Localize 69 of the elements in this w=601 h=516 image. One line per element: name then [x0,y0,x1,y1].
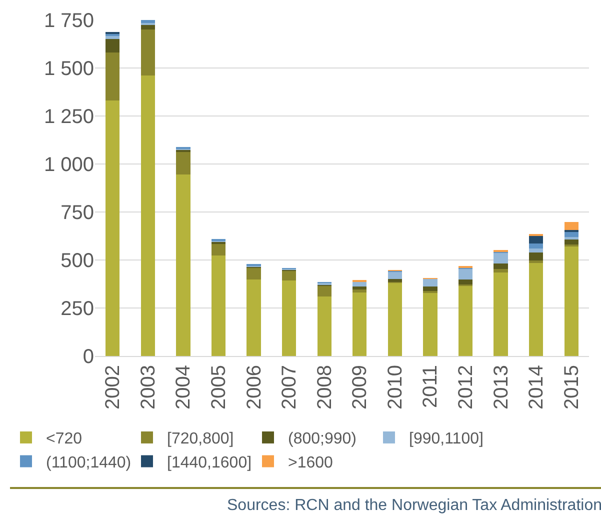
bar [494,272,508,356]
legend-label: (800;990) [288,430,357,448]
legend-label: [1440,1600] [167,454,252,472]
bar [529,260,544,263]
bar [106,100,120,356]
bar [529,262,544,356]
bar [388,282,402,356]
y-tick-label: 250 [60,298,94,320]
bar [176,152,190,175]
bar [106,52,120,101]
bar [529,248,544,252]
legend-label: [990,1100] [409,430,484,448]
bar [140,20,155,23]
bar [423,292,438,356]
legend-label: (1100;1440) [46,454,132,472]
bar [458,286,473,356]
bar [211,255,226,356]
y-tick-label: 1 750 [44,10,94,32]
bar [211,243,226,256]
x-tick-label: 2003 [137,365,160,410]
y-tick-label: 750 [60,202,94,224]
source-note: Sources: RCN and the Norwegian Tax Administration [227,497,601,514]
bar [282,270,296,280]
bar [246,267,261,280]
bar [564,246,578,356]
x-tick-label: 2008 [314,365,336,410]
x-tick-label: 2007 [278,365,301,410]
x-tick-label: 2009 [349,365,372,410]
bar [246,280,261,356]
legend-label: [720,800] [167,430,234,448]
bar [494,269,508,272]
x-tick-label: 2005 [208,365,230,410]
bar [423,278,438,286]
legend-label: >1600 [288,454,334,472]
y-tick-label: 0 [82,346,94,368]
bar [494,252,508,264]
x-tick-label: 2004 [172,365,195,410]
bar [176,174,190,356]
bar [140,76,155,356]
y-tick-label: 1 000 [44,154,94,176]
bar [317,286,332,296]
bar [458,268,473,280]
x-tick-label: 2014 [526,365,548,410]
bar [458,279,473,284]
x-tick-label: 2006 [243,365,266,410]
bar [140,24,155,30]
x-tick-label: 2012 [455,365,477,410]
bar [564,222,578,230]
bar [529,243,544,248]
x-tick-label: 2010 [384,365,406,410]
legend-label: <720 [46,430,82,448]
x-tick-label: 2011 [420,365,442,408]
x-tick-label: 2002 [102,365,124,410]
bar [494,264,508,270]
bar [317,296,332,356]
bar [352,290,367,292]
bar [352,292,367,356]
x-tick-label: 2015 [560,365,583,410]
bar [282,280,296,356]
bar [140,30,155,76]
y-tick-label: 1 250 [44,106,94,128]
y-tick-label: 500 [60,250,94,272]
bar [106,39,120,53]
bar [564,239,578,244]
bar [352,286,367,290]
bar [529,252,544,260]
bar [423,286,438,291]
y-tick-label: 1 500 [44,58,94,80]
x-tick-label: 2013 [490,365,512,410]
